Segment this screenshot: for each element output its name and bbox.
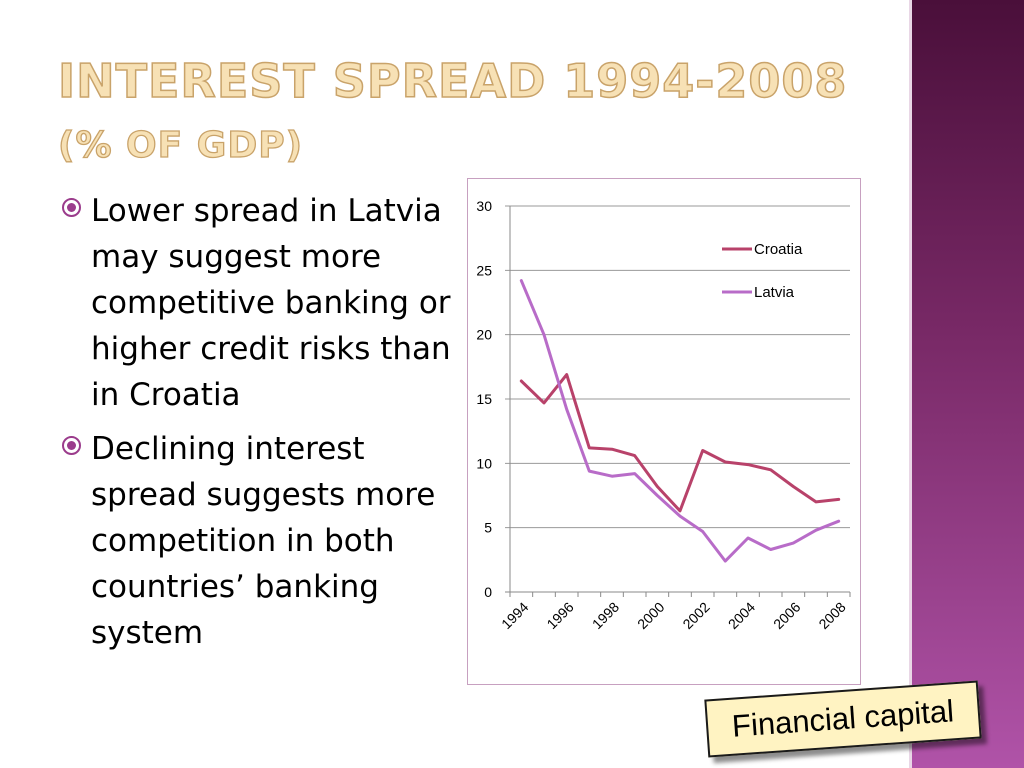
series-line-latvia bbox=[519, 279, 841, 563]
y-tick-label: 30 bbox=[476, 198, 492, 214]
side-band-edge bbox=[909, 0, 912, 768]
y-tick-label: 20 bbox=[476, 327, 492, 343]
x-tick-label: 1996 bbox=[543, 599, 576, 632]
legend-label-latvia: Latvia bbox=[754, 284, 795, 301]
y-tick-label: 0 bbox=[484, 584, 492, 600]
series-line-croatia bbox=[519, 373, 841, 513]
badge-label: Financial capital bbox=[730, 693, 956, 744]
y-tick-label: 5 bbox=[484, 520, 492, 536]
line-chart: 0 5 10 15 20 25 30 1994 1996 1998 2000 2002 2004 2006… bbox=[467, 178, 861, 685]
y-tick-label: 10 bbox=[476, 455, 492, 471]
decorative-side-band bbox=[912, 0, 1024, 768]
x-tick-label: 1998 bbox=[589, 599, 622, 632]
slide-title: INTEREST SPREAD 1994-2008 bbox=[57, 54, 848, 108]
bullet-circle-icon bbox=[62, 436, 81, 455]
bullet-circle-icon bbox=[62, 198, 81, 217]
bullet-list: Lower spread in Latvia may suggest more … bbox=[62, 188, 454, 664]
x-tick-label: 2006 bbox=[770, 599, 803, 632]
slide-subtitle: (% OF GDP) bbox=[57, 125, 304, 166]
x-tick-label: 2008 bbox=[815, 599, 848, 632]
bullet-text: Lower spread in Latvia may suggest more … bbox=[91, 193, 451, 413]
x-tick-label: 1994 bbox=[498, 599, 531, 632]
y-tick-label: 25 bbox=[476, 262, 492, 278]
x-tick-label: 2000 bbox=[634, 599, 667, 632]
bullet-item: Declining interest spread suggests more … bbox=[62, 426, 454, 656]
bullet-text: Declining interest spread suggests more … bbox=[91, 431, 436, 651]
y-tick-label: 15 bbox=[476, 391, 492, 407]
legend-label-croatia: Croatia bbox=[754, 241, 803, 258]
bullet-item: Lower spread in Latvia may suggest more … bbox=[62, 188, 454, 418]
x-tick-label: 2002 bbox=[679, 599, 712, 632]
x-tick-label: 2004 bbox=[725, 599, 758, 632]
chart-canvas: 0 5 10 15 20 25 30 1994 1996 1998 2000 2002 2004 2006… bbox=[476, 198, 851, 632]
